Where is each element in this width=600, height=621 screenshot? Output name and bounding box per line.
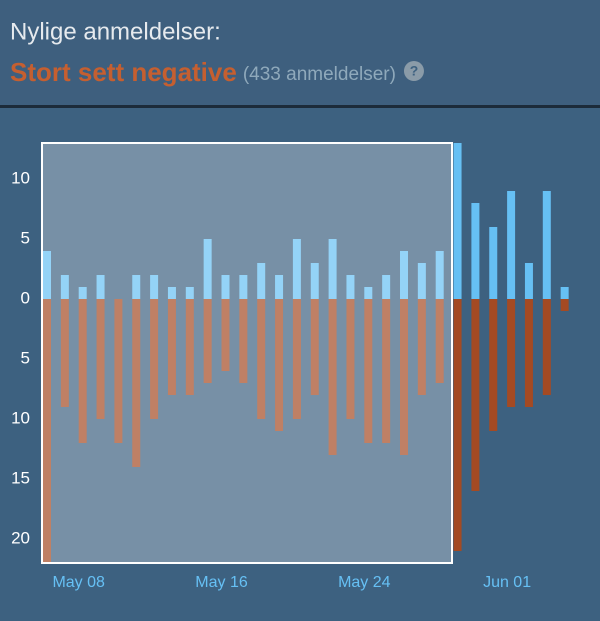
bar bbox=[507, 299, 516, 407]
bar bbox=[524, 263, 533, 299]
bar bbox=[560, 299, 569, 311]
bar bbox=[167, 299, 176, 395]
bar bbox=[453, 299, 462, 551]
bar bbox=[542, 299, 551, 395]
bar bbox=[78, 287, 87, 299]
review-count: (433 anmeldelser) bbox=[243, 64, 396, 85]
x-tick-label: May 24 bbox=[338, 574, 391, 591]
bar bbox=[400, 299, 408, 455]
bar bbox=[292, 299, 301, 419]
title: Nylige anmeldelser: bbox=[10, 18, 221, 45]
bar bbox=[221, 275, 230, 299]
bar bbox=[292, 239, 301, 299]
x-tick-label: Jun 01 bbox=[483, 574, 531, 591]
bar bbox=[524, 299, 533, 407]
bar bbox=[364, 287, 373, 299]
y-tick-label: 5 bbox=[21, 228, 30, 247]
bar bbox=[60, 275, 69, 299]
bar bbox=[382, 299, 391, 443]
bar bbox=[310, 299, 319, 395]
bar bbox=[417, 263, 426, 299]
bar bbox=[417, 299, 426, 395]
bar bbox=[364, 299, 373, 443]
bar bbox=[96, 275, 105, 299]
bar bbox=[382, 275, 391, 299]
bar bbox=[114, 299, 123, 443]
help-icon-text[interactable]: ? bbox=[410, 63, 419, 79]
bar bbox=[560, 287, 569, 299]
bar bbox=[185, 299, 194, 395]
y-tick-label: 10 bbox=[11, 168, 30, 187]
divider bbox=[0, 105, 600, 108]
bar bbox=[43, 299, 51, 563]
bar bbox=[471, 203, 480, 299]
bar bbox=[132, 299, 141, 467]
y-tick-label: 20 bbox=[11, 528, 30, 547]
header-bg bbox=[0, 0, 600, 106]
bar bbox=[275, 299, 284, 431]
bar bbox=[203, 239, 212, 299]
bar bbox=[150, 299, 159, 419]
y-tick-label: 0 bbox=[21, 288, 30, 307]
y-tick-label: 10 bbox=[11, 408, 30, 427]
bar bbox=[185, 287, 194, 299]
bar bbox=[489, 227, 498, 299]
bar bbox=[132, 275, 141, 299]
help-icon[interactable] bbox=[403, 61, 424, 81]
bar bbox=[346, 299, 355, 419]
bar bbox=[203, 299, 212, 383]
selection-range[interactable] bbox=[41, 142, 453, 564]
bar bbox=[239, 299, 248, 383]
bar bbox=[346, 275, 355, 299]
bar bbox=[489, 299, 498, 431]
plot: 10 5 0 5 10 15 20 May 08 May 16 May 24 Jun 01 bbox=[11, 143, 569, 591]
bar bbox=[328, 299, 337, 455]
bar bbox=[150, 275, 159, 299]
bar bbox=[43, 251, 51, 299]
bar bbox=[435, 251, 444, 299]
bar bbox=[239, 275, 248, 299]
bar bbox=[275, 275, 284, 299]
bar bbox=[257, 263, 266, 299]
x-tick-label: May 08 bbox=[52, 574, 105, 591]
bar bbox=[400, 251, 408, 299]
bar bbox=[78, 299, 87, 443]
bar bbox=[167, 287, 176, 299]
bar bbox=[453, 143, 462, 299]
bar bbox=[507, 191, 516, 299]
bar bbox=[310, 263, 319, 299]
y-tick-label: 5 bbox=[21, 348, 30, 367]
bar bbox=[96, 299, 105, 419]
bar bbox=[257, 299, 266, 419]
x-tick-label: May 16 bbox=[195, 574, 248, 591]
y-tick-label: 15 bbox=[11, 468, 30, 487]
bar bbox=[542, 191, 551, 299]
bar bbox=[435, 299, 444, 383]
bar bbox=[60, 299, 69, 407]
bar bbox=[471, 299, 480, 491]
review-summary: Stort sett negative bbox=[10, 57, 237, 87]
bar bbox=[221, 299, 230, 371]
bar bbox=[328, 239, 337, 299]
